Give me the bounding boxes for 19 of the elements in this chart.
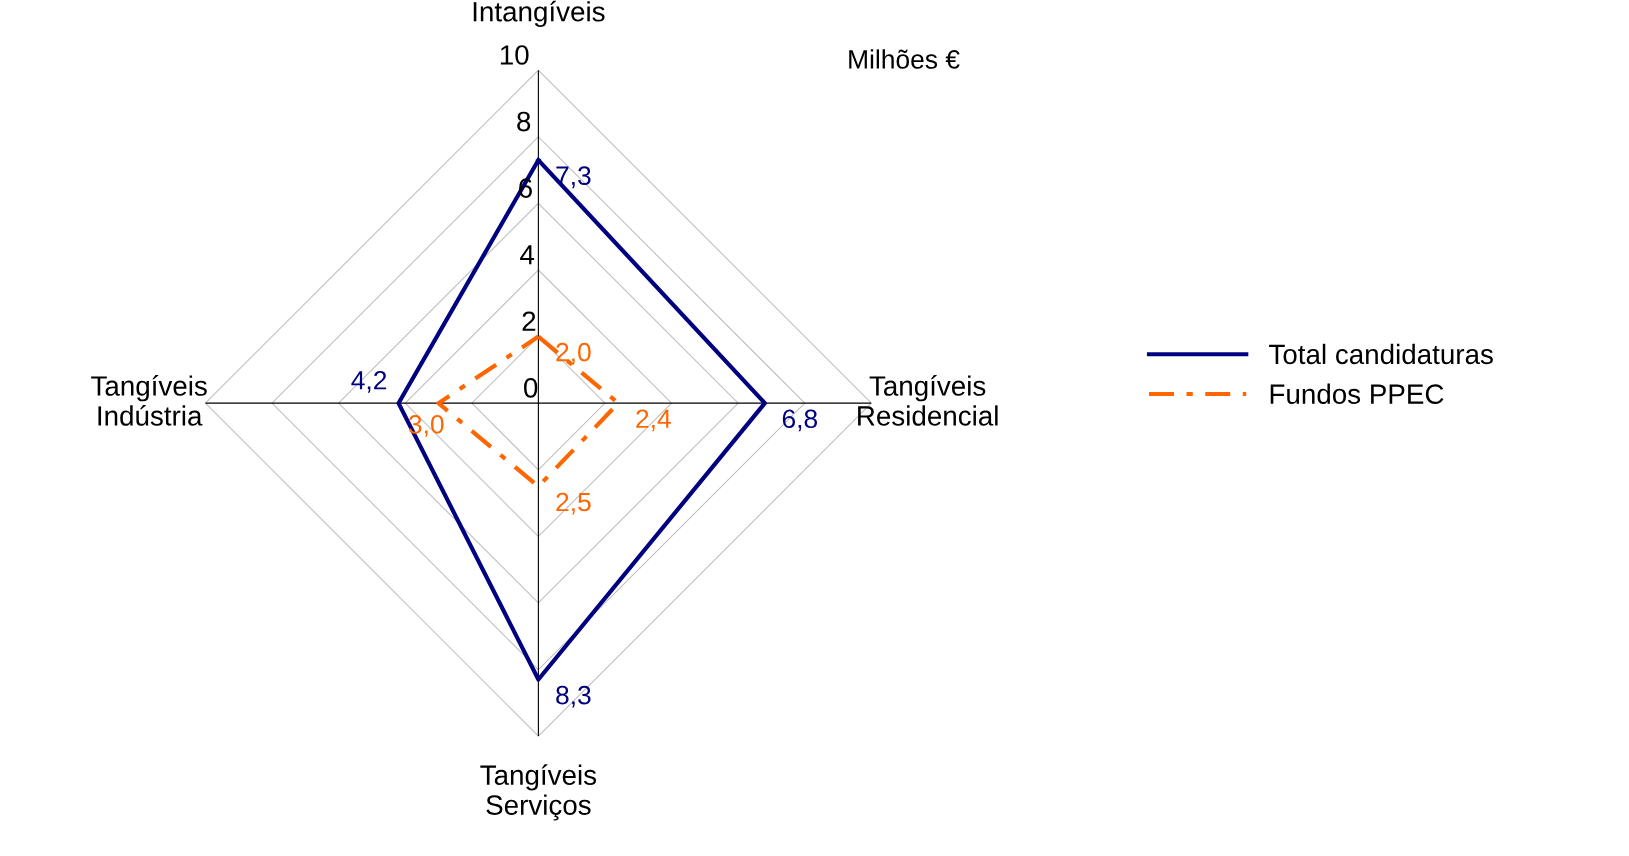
data-label: 2,5 xyxy=(556,492,591,515)
y-tick-label: 10 xyxy=(500,45,529,65)
data-label: 7,3 xyxy=(556,166,591,189)
spoke-label: Tangíveis Residencial xyxy=(858,375,998,426)
y-tick-label: 8 xyxy=(517,111,531,132)
legend-label: Total candidaturas xyxy=(1269,343,1493,365)
y-tick-label: 2 xyxy=(522,311,536,331)
spoke-label: Intangíveis xyxy=(473,0,605,28)
legend-label: Fundos PPEC xyxy=(1270,383,1444,404)
data-label: 8,3 xyxy=(556,685,591,708)
y-tick-label: 4 xyxy=(520,245,535,265)
data-label: 4,2 xyxy=(351,370,387,393)
spoke-label: Tangíveis Indústria xyxy=(91,375,207,426)
data-label: 6,8 xyxy=(782,409,818,432)
data-label: 2,4 xyxy=(636,409,671,432)
y-tick-label: 0 xyxy=(524,378,538,398)
spoke-label: Tangíveis Serviços xyxy=(480,764,597,821)
text: Milhões € xyxy=(849,49,960,69)
data-label: 2,0 xyxy=(556,342,591,365)
